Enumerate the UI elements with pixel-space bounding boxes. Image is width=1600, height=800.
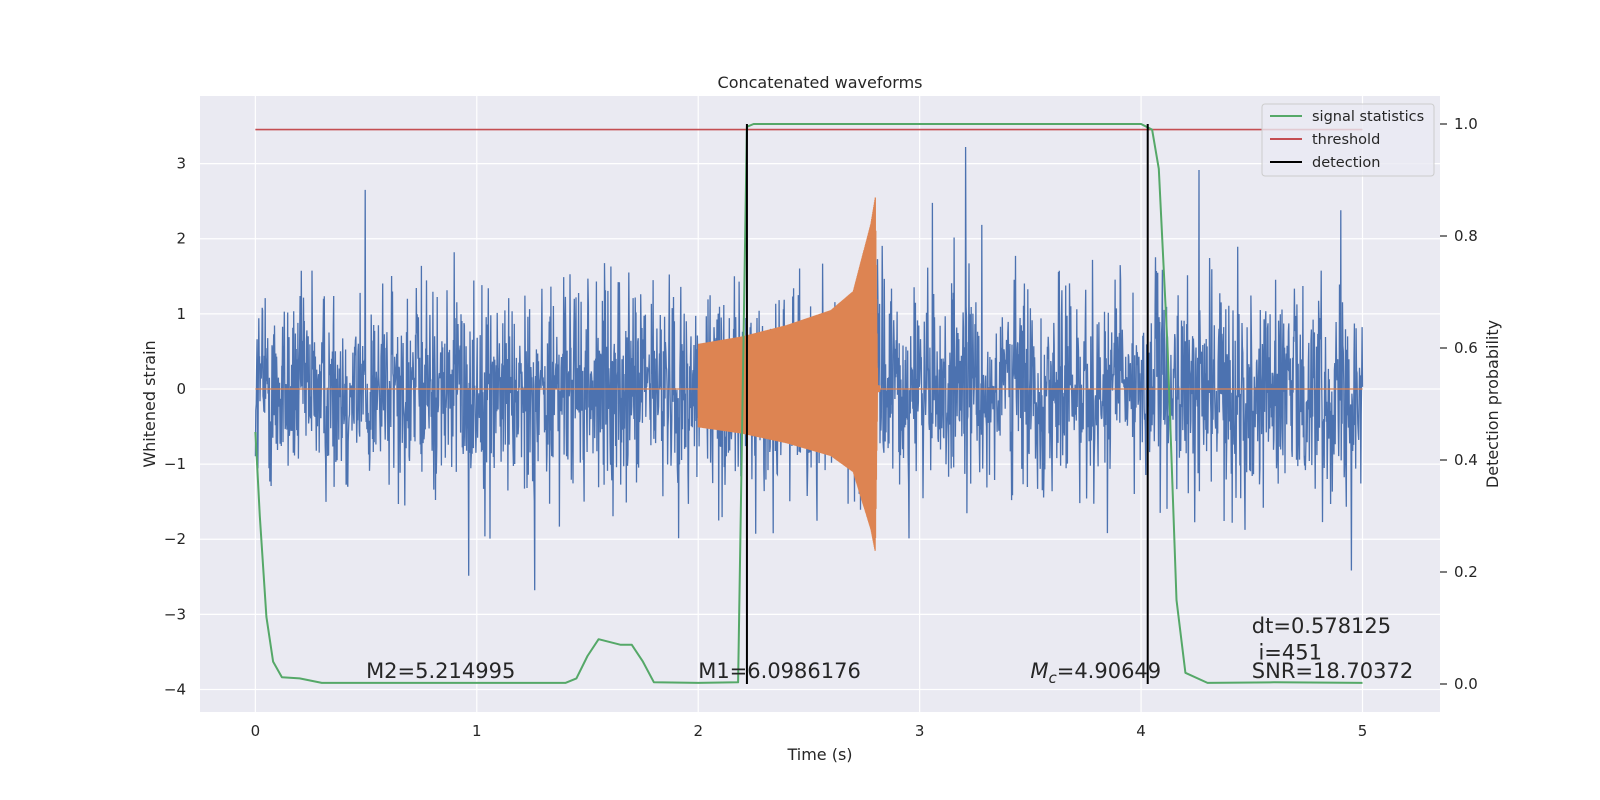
y-tick-label: −1 [164,455,186,473]
legend-label-threshold: threshold [1312,132,1380,148]
y-tick-label: −2 [164,530,186,548]
series-waveform-line [255,197,1363,551]
legend-label-detection: detection [1312,155,1380,171]
annotation-mc-symbol: M [1030,659,1048,683]
y-tick-label: 1 [176,305,186,323]
x-tick-label: 0 [251,722,261,740]
legend-box [1261,103,1435,177]
annotation-i: i=451 [1252,640,1322,664]
y2-tick-label: 0.4 [1454,451,1478,469]
y2-axis-label: Detection probability [1483,320,1502,488]
legend-label-signal-statistics: signal statistics [1312,109,1424,125]
annotation-snr: SNR=18.70372 [1252,659,1413,683]
y2-tick-label: 1.0 [1454,115,1478,133]
y2-tick-label: 0.2 [1454,563,1478,581]
y-tick-label: 3 [176,155,186,173]
annotations: M2=5.214995 M1=6.0986176 Mc=4.90649 dt=0… [366,614,1413,687]
x-axis-label: Time (s) [786,745,852,764]
x-tick-label: 1 [472,722,482,740]
x-tick-label: 3 [915,722,925,740]
y-tick-label: −3 [164,605,186,623]
series-strain-line [254,146,1364,591]
y2-tick-label: 0.8 [1454,227,1478,245]
x-tick-label: 4 [1136,722,1146,740]
data-layer [254,123,1364,684]
legend: signal statistics threshold detection [1261,103,1435,177]
x-tick-label: 5 [1358,722,1368,740]
y-tick-label: 0 [176,380,186,398]
annotation-dt: dt=0.578125 [1252,614,1391,638]
chart-title: Concatenated waveforms [718,73,923,92]
annotation-m1: M1=6.0986176 [698,659,861,683]
y2-tick-label: 0.6 [1454,339,1478,357]
axes-layer: 0 1 2 3 4 5 −4 −3 −2 −1 0 1 2 3 0.0 0.2 0.4 0.6 0.8 1.0 [164,115,1478,740]
annotation-mc-subscript: c [1048,669,1057,687]
annotation-mc: Mc=4.90649 [1030,659,1161,687]
y2-tick-label: 0.0 [1454,675,1478,693]
x-tick-label: 2 [693,722,703,740]
y-tick-label: −4 [164,680,186,698]
annotation-mc-value: =4.90649 [1057,659,1161,683]
y-axis-label: Whitened strain [140,340,159,467]
y-tick-label: 2 [176,230,186,248]
series-signal-statistics-line [254,123,1363,684]
annotation-m2: M2=5.214995 [366,659,515,683]
